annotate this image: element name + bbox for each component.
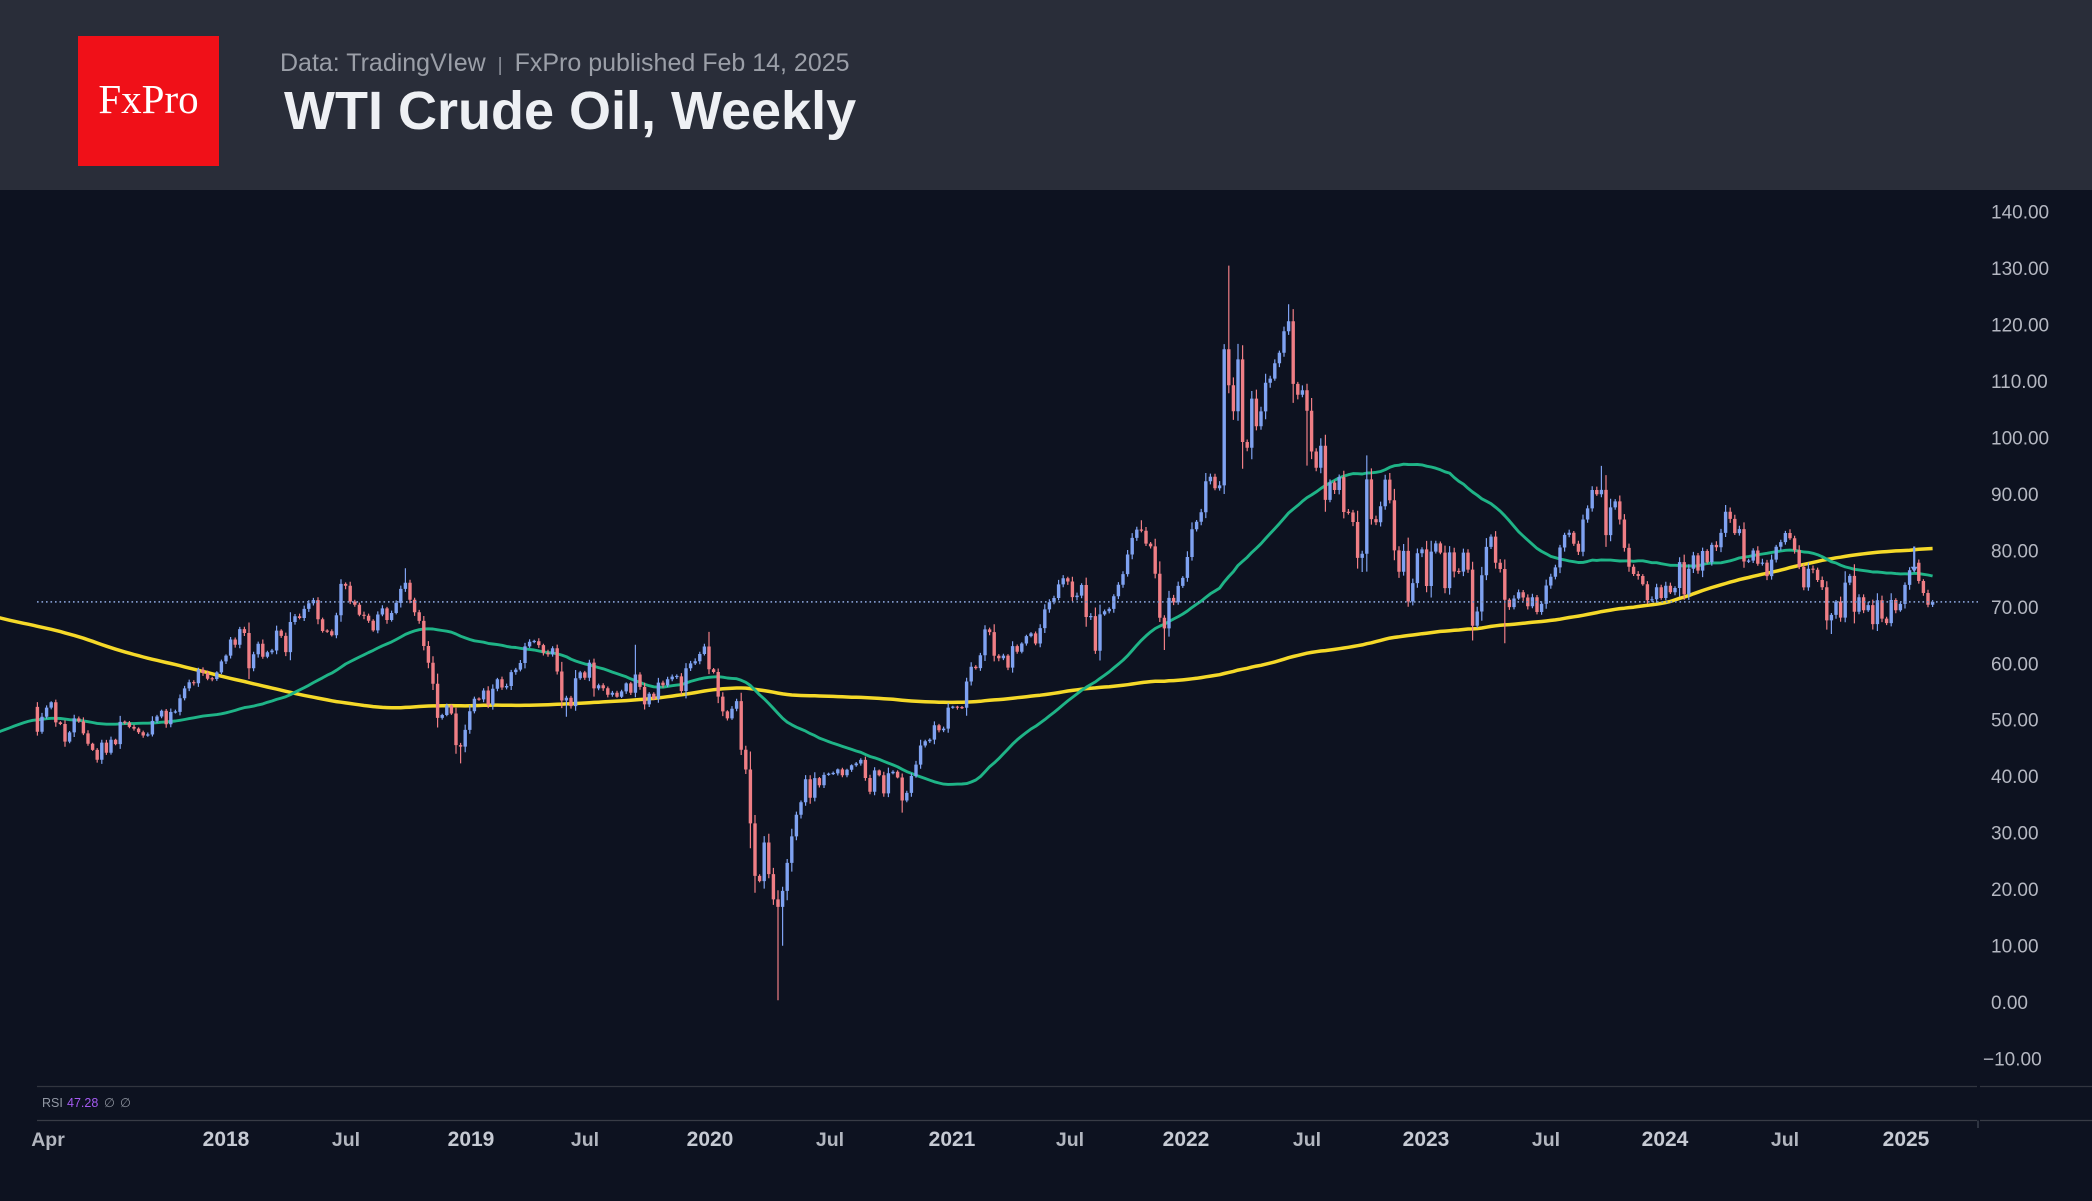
svg-text:2018: 2018 [203,1128,250,1151]
svg-text:Jul: Jul [1771,1129,1799,1151]
svg-text:70.00: 70.00 [1991,598,2039,619]
svg-text:2025: 2025 [1883,1128,1930,1151]
svg-text:100.00: 100.00 [1991,428,2049,449]
svg-text:20.00: 20.00 [1991,880,2039,901]
svg-text:80.00: 80.00 [1991,541,2039,562]
svg-text:∅: ∅ [104,1096,115,1110]
svg-text:30.00: 30.00 [1991,824,2039,845]
svg-text:130.00: 130.00 [1991,259,2049,280]
svg-text:RSI: RSI [42,1096,63,1110]
svg-text:0.00: 0.00 [1991,993,2028,1014]
svg-text:Jul: Jul [816,1129,844,1151]
svg-text:120.00: 120.00 [1991,315,2049,336]
svg-text:40.00: 40.00 [1991,767,2039,788]
svg-text:Jul: Jul [1532,1129,1560,1151]
svg-text:2020: 2020 [687,1128,734,1151]
svg-text:90.00: 90.00 [1991,485,2039,506]
svg-text:10.00: 10.00 [1991,937,2039,958]
svg-text:60.00: 60.00 [1991,654,2039,675]
svg-text:−10.00: −10.00 [1983,1050,2042,1071]
svg-text:47.28: 47.28 [67,1096,98,1110]
svg-text:∅: ∅ [120,1096,131,1110]
svg-text:50.00: 50.00 [1991,711,2039,732]
svg-text:2019: 2019 [448,1128,495,1151]
svg-text:Jul: Jul [1293,1129,1321,1151]
svg-text:2022: 2022 [1163,1128,1210,1151]
svg-text:Apr: Apr [31,1129,65,1151]
svg-text:2024: 2024 [1642,1128,1689,1151]
svg-text:2021: 2021 [929,1128,976,1151]
svg-text:Jul: Jul [1056,1129,1084,1151]
svg-text:Jul: Jul [332,1129,360,1151]
svg-text:Jul: Jul [571,1129,599,1151]
svg-text:2023: 2023 [1403,1128,1450,1151]
svg-text:140.00: 140.00 [1991,203,2049,224]
svg-text:110.00: 110.00 [1991,372,2048,393]
